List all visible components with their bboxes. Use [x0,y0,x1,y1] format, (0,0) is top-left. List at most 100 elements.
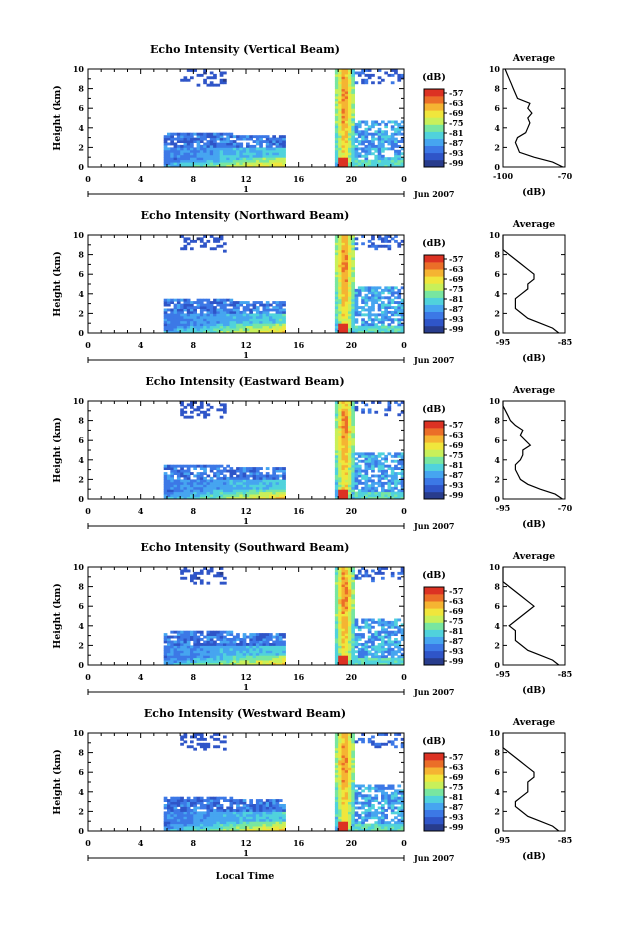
y-tick-label: 10 [73,64,85,74]
heatmap-cell [390,142,395,146]
heatmap-cell [206,142,211,146]
heatmap-cell [242,476,247,480]
heatmap-cell [232,645,237,649]
heatmap-cell [357,472,362,475]
heatmap-cell [341,81,346,85]
heatmap-cell [338,91,342,94]
heatmap-cell [190,486,194,490]
heatmap-cell [278,647,283,651]
heatmap-cell [180,137,184,141]
heatmap-cell [170,650,174,654]
heatmap-cell [371,469,375,473]
heatmap-cell [334,640,339,644]
heatmap-cell [206,662,211,666]
heatmap-cell [269,809,273,812]
heatmap-cell [249,662,253,666]
heatmap-cell [183,652,188,656]
heatmap-cell [354,452,359,456]
heatmap-cell [357,125,362,129]
heatmap-cell [334,432,339,436]
heatmap-cell [203,804,207,807]
heatmap-cell [223,494,227,497]
heatmap-cell [229,816,234,820]
heatmap-cell [193,576,197,580]
heatmap-cell [190,657,194,661]
heatmap-cell [199,486,204,490]
heatmap-cell [239,315,244,319]
heatmap-cell [390,159,395,163]
heatmap-cell [229,633,234,636]
heatmap-cell [397,303,402,307]
heatmap-cell [246,809,250,812]
heatmap-cell [397,127,402,131]
colorbar-swatch [424,477,444,486]
heatmap-cell [199,308,204,312]
heatmap-cell [262,313,267,317]
heatmap-cell [183,811,188,815]
heatmap-cell [239,650,244,654]
heatmap-cell [269,320,273,324]
heatmap-cell [394,623,398,627]
heatmap-cell [348,633,352,636]
heatmap-cell [334,78,339,82]
heatmap-cell [180,737,184,741]
heatmap-cell [186,159,191,163]
heatmap-cell [400,462,405,466]
heatmap-cell [259,809,263,812]
heatmap-cell [282,330,286,334]
heatmap-cell [367,574,372,578]
heatmap-cell [282,655,286,659]
heatmap-cell [371,457,375,461]
heatmap-cell [265,325,270,329]
heatmap-cell [371,484,375,488]
heatmap-cell [176,804,181,807]
heatmap-cell [226,811,230,815]
heatmap-cell [269,804,273,807]
heatmap-cell [275,647,280,651]
heatmap-cell [183,315,188,319]
heatmap-cell [213,157,217,161]
average-profile-line [504,68,564,168]
heatmap-cell [262,826,267,829]
heatmap-cell [341,140,346,143]
heatmap-cell [361,635,365,639]
heatmap-cell [246,494,250,497]
heatmap-cell [334,403,339,407]
heatmap-cell [334,579,339,583]
heatmap-cell [190,652,194,656]
heatmap-cell [381,144,385,148]
heatmap-cell [351,110,355,114]
heatmap-cell [334,476,339,480]
heatmap-cell [193,821,197,825]
heatmap-cell [163,652,168,656]
heatmap-cell [371,323,375,327]
heatmap-cell [278,320,283,324]
heatmap-cell [193,655,197,659]
heatmap-cell [167,799,171,802]
heatmap-cell [338,457,342,461]
heatmap-cell [371,643,375,646]
heatmap-cell [334,242,339,246]
heatmap-cell [226,655,230,659]
heatmap-cell [232,164,237,168]
heatmap-cell [377,638,382,641]
heatmap-cell [377,401,382,404]
heatmap-cell [348,603,352,607]
heatmap-cell [203,135,207,139]
heatmap-cell [397,496,402,500]
avg-y-tick-label: 10 [489,396,501,406]
heatmap-cell [213,315,217,319]
heatmap-cell [351,152,355,156]
heatmap-cell [272,154,276,158]
colorbar-tick-label: -99 [449,656,464,666]
heatmap-cell [344,100,349,104]
heatmap-cell [223,740,227,744]
heatmap-cell [190,662,194,666]
heatmap-cell [344,86,349,90]
heatmap-cell [193,660,197,663]
heatmap-cell [206,647,211,651]
heatmap-cell [348,76,352,80]
heatmap-cell [390,291,395,295]
heatmap-cell [180,813,184,817]
heatmap-cell [384,635,388,639]
